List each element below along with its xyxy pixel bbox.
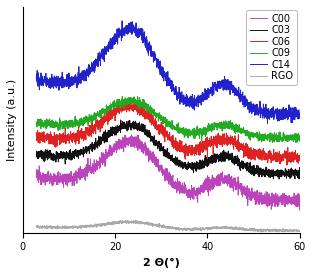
- C06: [156, 126, 160, 130]
- C14: [163, 72, 167, 75]
- C06: [242, 147, 246, 150]
- C03: [119, 118, 123, 122]
- C14: [266, 122, 269, 125]
- C06: [298, 155, 302, 158]
- C14: [156, 62, 160, 65]
- Line: RGO: RGO: [36, 221, 300, 232]
- C06: [122, 98, 126, 101]
- RGO: [34, 225, 38, 228]
- C14: [242, 102, 246, 106]
- C09: [242, 129, 246, 132]
- RGO: [48, 226, 52, 229]
- C00: [298, 192, 302, 196]
- RGO: [163, 225, 167, 229]
- C09: [34, 122, 38, 126]
- C03: [298, 169, 302, 173]
- RGO: [291, 229, 295, 232]
- C00: [242, 185, 246, 188]
- C03: [242, 164, 246, 167]
- C00: [130, 133, 133, 136]
- C03: [48, 152, 52, 155]
- X-axis label: 2 Θ(°): 2 Θ(°): [143, 258, 180, 268]
- C06: [290, 159, 294, 162]
- C06: [34, 131, 38, 134]
- C03: [291, 170, 295, 174]
- C00: [290, 200, 294, 203]
- RGO: [298, 229, 302, 232]
- Line: C00: C00: [36, 135, 300, 210]
- C14: [120, 19, 124, 23]
- RGO: [242, 228, 246, 231]
- Line: C06: C06: [36, 100, 300, 165]
- C09: [298, 138, 302, 142]
- C00: [163, 169, 167, 172]
- C00: [34, 175, 38, 178]
- C03: [34, 155, 38, 158]
- C06: [163, 131, 167, 134]
- C14: [291, 112, 295, 116]
- C09: [294, 141, 298, 144]
- C09: [290, 136, 294, 139]
- C09: [156, 114, 160, 117]
- RGO: [290, 230, 294, 233]
- Y-axis label: Intensity (a.u.): Intensity (a.u.): [7, 79, 17, 161]
- RGO: [259, 230, 263, 234]
- RGO: [156, 222, 160, 226]
- C09: [121, 95, 124, 98]
- C09: [163, 119, 167, 122]
- C06: [285, 164, 289, 167]
- C00: [290, 197, 294, 200]
- C03: [163, 148, 167, 152]
- Line: C14: C14: [36, 21, 300, 124]
- Line: C03: C03: [36, 120, 300, 179]
- C14: [48, 80, 52, 83]
- C06: [291, 155, 295, 159]
- C14: [34, 75, 38, 78]
- C03: [156, 147, 160, 150]
- C03: [290, 172, 294, 175]
- C09: [290, 136, 294, 139]
- C00: [48, 177, 52, 180]
- C09: [48, 121, 52, 124]
- Legend: C00, C03, C06, C09, C14, RGO: C00, C03, C06, C09, C14, RGO: [246, 10, 297, 85]
- C06: [48, 136, 52, 139]
- C14: [298, 108, 302, 112]
- RGO: [126, 219, 130, 222]
- C14: [290, 111, 294, 114]
- Line: C09: C09: [36, 96, 300, 143]
- C03: [277, 177, 281, 181]
- C00: [298, 208, 302, 212]
- C00: [156, 165, 160, 168]
